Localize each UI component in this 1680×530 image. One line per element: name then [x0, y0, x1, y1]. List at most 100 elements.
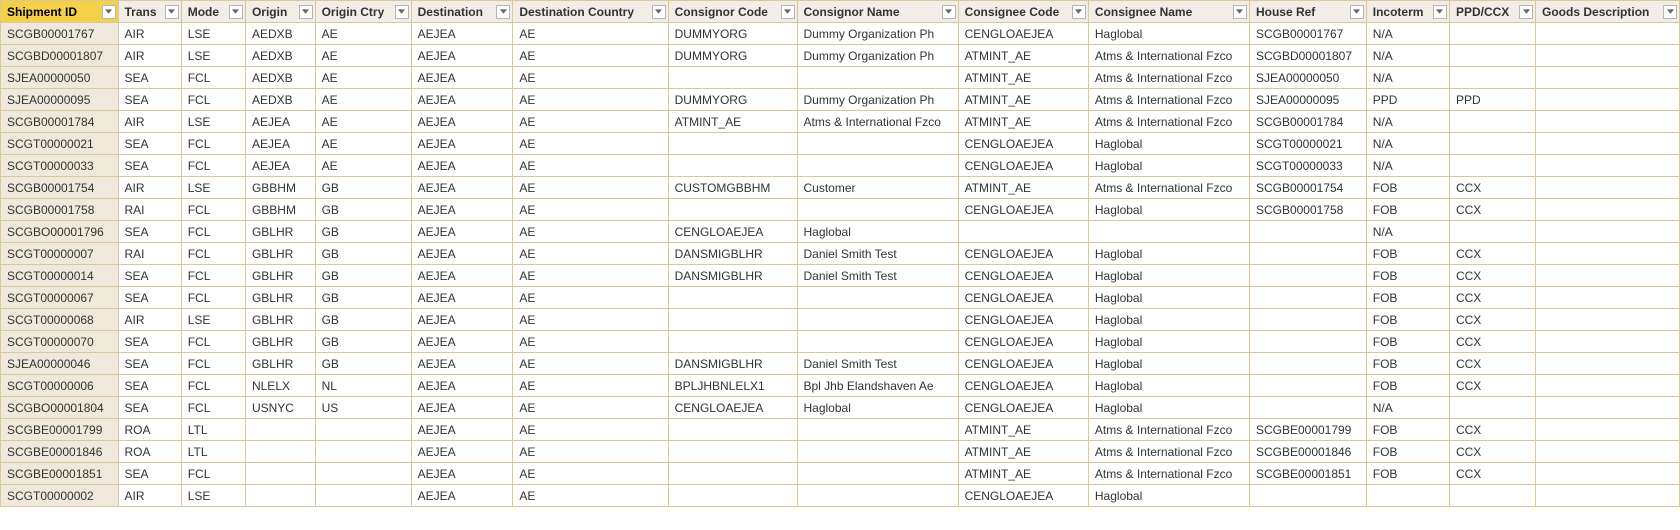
cell[interactable]	[315, 419, 411, 441]
cell[interactable]: PPD	[1366, 89, 1449, 111]
cell[interactable]: ATMINT_AE	[958, 67, 1088, 89]
cell[interactable]: ATMINT_AE	[958, 177, 1088, 199]
cell[interactable]: GB	[315, 331, 411, 353]
column-filter-button[interactable]	[1663, 5, 1677, 19]
column-header[interactable]: Shipment ID	[1, 1, 119, 23]
cell[interactable]	[1536, 441, 1680, 463]
cell[interactable]: SCGB00001758	[1249, 199, 1366, 221]
cell[interactable]: Atms & International Fzco	[1088, 419, 1249, 441]
table-row[interactable]: SCGT00000007RAIFCLGBLHRGBAEJEAAEDANSMIGB…	[1, 243, 1680, 265]
cell[interactable]	[797, 309, 958, 331]
cell[interactable]: CENGLOAEJEA	[958, 287, 1088, 309]
cell[interactable]: AE	[315, 23, 411, 45]
table-row[interactable]: SJEA00000095SEAFCLAEDXBAEAEJEAAEDUMMYORG…	[1, 89, 1680, 111]
cell[interactable]: Haglobal	[1088, 133, 1249, 155]
cell[interactable]: AEJEA	[411, 309, 513, 331]
cell-shipment-id[interactable]: SCGT00000067	[1, 287, 119, 309]
cell[interactable]: SCGBD00001807	[1249, 45, 1366, 67]
cell[interactable]: CENGLOAEJEA	[958, 243, 1088, 265]
cell[interactable]: AE	[513, 287, 668, 309]
column-filter-button[interactable]	[229, 5, 243, 19]
cell[interactable]: CCX	[1449, 243, 1535, 265]
cell[interactable]: AE	[513, 331, 668, 353]
cell[interactable]: Atms & International Fzco	[1088, 45, 1249, 67]
cell[interactable]: FCL	[181, 331, 245, 353]
cell[interactable]: GBLHR	[245, 353, 315, 375]
cell[interactable]: AEDXB	[245, 67, 315, 89]
cell[interactable]: FOB	[1366, 243, 1449, 265]
cell[interactable]: DANSMIGBLHR	[668, 265, 797, 287]
cell[interactable]	[797, 133, 958, 155]
cell[interactable]	[1536, 111, 1680, 133]
cell-shipment-id[interactable]: SCGT00000002	[1, 485, 119, 507]
cell[interactable]: N/A	[1366, 397, 1449, 419]
column-filter-button[interactable]	[942, 5, 956, 19]
cell[interactable]: ROA	[118, 419, 181, 441]
cell[interactable]: GB	[315, 309, 411, 331]
cell[interactable]	[797, 67, 958, 89]
cell[interactable]: CCX	[1449, 265, 1535, 287]
cell[interactable]: AE	[315, 133, 411, 155]
cell[interactable]: CCX	[1449, 199, 1535, 221]
cell[interactable]: Haglobal	[797, 221, 958, 243]
cell[interactable]: AE	[513, 133, 668, 155]
cell[interactable]: LSE	[181, 45, 245, 67]
cell[interactable]: SCGBE00001799	[1249, 419, 1366, 441]
cell[interactable]: FCL	[181, 67, 245, 89]
cell[interactable]: SEA	[118, 221, 181, 243]
cell[interactable]: LSE	[181, 485, 245, 507]
cell[interactable]: Daniel Smith Test	[797, 353, 958, 375]
cell[interactable]: Atms & International Fzco	[1088, 111, 1249, 133]
cell[interactable]: FOB	[1366, 265, 1449, 287]
table-row[interactable]: SCGBD00001807AIRLSEAEDXBAEAEJEAAEDUMMYOR…	[1, 45, 1680, 67]
cell-shipment-id[interactable]: SCGB00001758	[1, 199, 119, 221]
table-row[interactable]: SCGT00000067SEAFCLGBLHRGBAEJEAAECENGLOAE…	[1, 287, 1680, 309]
cell[interactable]	[1449, 111, 1535, 133]
cell[interactable]	[245, 463, 315, 485]
cell[interactable]: AE	[513, 243, 668, 265]
cell[interactable]: Customer	[797, 177, 958, 199]
cell[interactable]: NL	[315, 375, 411, 397]
cell[interactable]: SCGBE00001851	[1249, 463, 1366, 485]
cell[interactable]	[1536, 397, 1680, 419]
cell[interactable]: CCX	[1449, 177, 1535, 199]
cell[interactable]: SEA	[118, 89, 181, 111]
cell[interactable]: DUMMYORG	[668, 89, 797, 111]
cell[interactable]: Daniel Smith Test	[797, 243, 958, 265]
table-row[interactable]: SCGB00001784AIRLSEAEJEAAEAEJEAAEATMINT_A…	[1, 111, 1680, 133]
cell[interactable]: AE	[513, 89, 668, 111]
cell[interactable]: FCL	[181, 397, 245, 419]
cell[interactable]	[1536, 155, 1680, 177]
column-filter-button[interactable]	[395, 5, 409, 19]
table-row[interactable]: SCGB00001754AIRLSEGBBHMGBAEJEAAECUSTOMGB…	[1, 177, 1680, 199]
cell[interactable]	[1536, 419, 1680, 441]
cell[interactable]	[1249, 353, 1366, 375]
cell[interactable]: AEJEA	[411, 265, 513, 287]
cell[interactable]: AE	[513, 199, 668, 221]
cell[interactable]: AEJEA	[411, 287, 513, 309]
cell[interactable]: AE	[513, 375, 668, 397]
cell[interactable]	[315, 441, 411, 463]
cell[interactable]: RAI	[118, 199, 181, 221]
cell[interactable]: ATMINT_AE	[958, 89, 1088, 111]
cell[interactable]: SEA	[118, 155, 181, 177]
cell[interactable]: SCGB00001784	[1249, 111, 1366, 133]
cell[interactable]: Bpl Jhb Elandshaven Ae	[797, 375, 958, 397]
cell[interactable]: FOB	[1366, 419, 1449, 441]
cell[interactable]	[1536, 199, 1680, 221]
cell[interactable]: Haglobal	[1088, 265, 1249, 287]
cell[interactable]	[1536, 265, 1680, 287]
column-header[interactable]: Incoterm	[1366, 1, 1449, 23]
cell[interactable]: FOB	[1366, 177, 1449, 199]
cell[interactable]: SEA	[118, 397, 181, 419]
cell[interactable]: CCX	[1449, 463, 1535, 485]
cell[interactable]: AE	[513, 463, 668, 485]
cell[interactable]	[1449, 45, 1535, 67]
cell[interactable]	[668, 133, 797, 155]
cell[interactable]	[668, 463, 797, 485]
cell[interactable]: Haglobal	[1088, 353, 1249, 375]
cell[interactable]: CENGLOAEJEA	[958, 155, 1088, 177]
cell[interactable]: FCL	[181, 155, 245, 177]
cell[interactable]: LSE	[181, 111, 245, 133]
cell[interactable]: CENGLOAEJEA	[958, 375, 1088, 397]
